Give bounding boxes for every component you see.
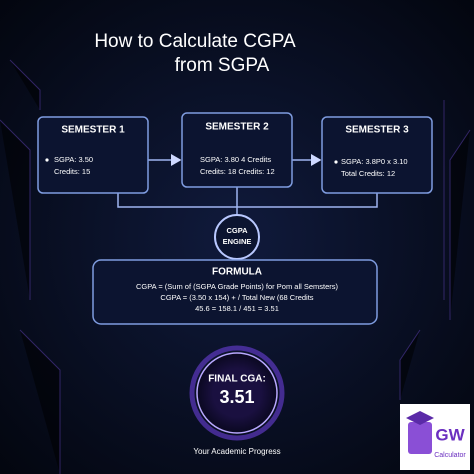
footer: Your Academic Progress (193, 447, 280, 456)
title: from SGPA (175, 55, 270, 76)
logo-caption: Calculator (434, 452, 466, 459)
bullet (45, 158, 49, 162)
bullet (334, 160, 338, 164)
logo-mark: GW (435, 425, 465, 444)
engine-label: ENGINE (223, 237, 252, 246)
connector (237, 193, 378, 208)
circuit-lines (0, 59, 471, 474)
semester-heading: SEMESTER 3 (345, 125, 409, 136)
semester-heading: SEMESTER 1 (61, 125, 125, 136)
connector (117, 193, 238, 215)
engine-label: CGPA (226, 226, 248, 235)
formula-line: 45.6 = 158.1 / 451 = 3.51 (195, 304, 279, 313)
title: How to Calculate CGPA (94, 31, 296, 52)
final-value: 3.51 (219, 387, 254, 407)
semester-line: Credits: 18 Credits: 12 (200, 167, 275, 176)
engine-node (214, 214, 260, 260)
final-glow (189, 345, 285, 441)
semester-box (321, 116, 433, 194)
logo-cap (406, 411, 434, 425)
formula-heading: FORMULA (212, 267, 262, 278)
final-node (196, 352, 278, 434)
logo-calculator (408, 422, 432, 454)
final-label: FINAL CGA: (208, 374, 266, 385)
semester-line: SGPA: 3.50 (54, 155, 93, 164)
semester-line: Credits: 15 (54, 167, 90, 176)
formula-line: CGPA = (3.50 x 154) + / Total New (68 Cr… (160, 293, 313, 302)
semester-line: Total Credits: 12 (341, 169, 395, 178)
formula-box (92, 259, 378, 325)
semester-line: SGPA: 3.8P0 x 3.10 (341, 157, 408, 166)
semester-heading: SEMESTER 2 (205, 122, 269, 133)
semester-line: SGPA: 3.80 4 Credits (200, 155, 271, 164)
formula-line: CGPA = (Sum of (SGPA Grade Points) for P… (136, 282, 339, 291)
semester-box (181, 112, 293, 188)
semester-box (37, 116, 149, 194)
